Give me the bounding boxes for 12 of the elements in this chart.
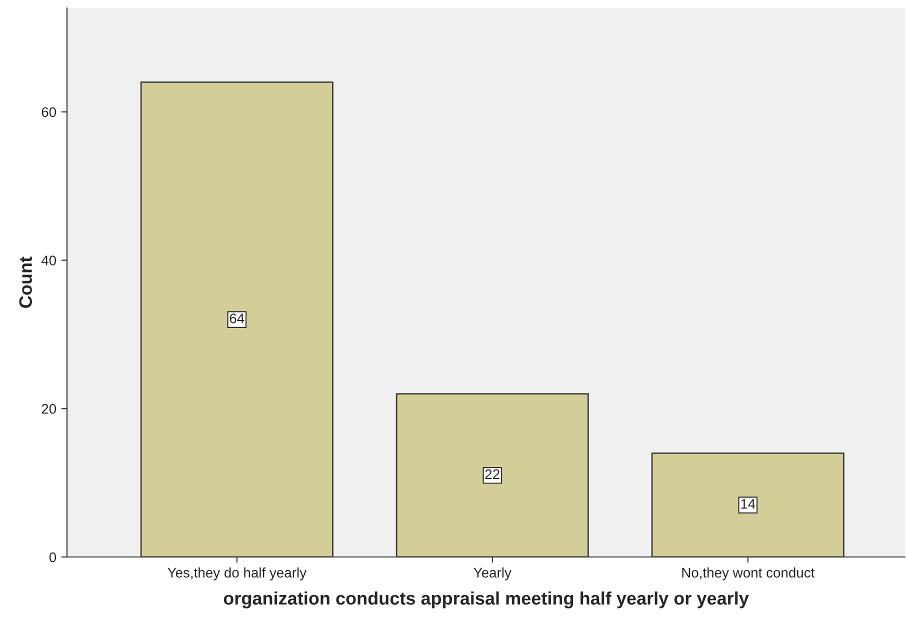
y-tick-label: 20	[42, 404, 56, 414]
data-label: 14	[741, 499, 756, 509]
x-tick-label: Yes,they do half yearly	[168, 567, 306, 580]
data-label: 64	[230, 313, 244, 324]
x-tick-label: Yearly	[474, 567, 512, 580]
x-tick-label: No,they wont conduct	[682, 567, 815, 580]
y-tick-label: 40	[41, 256, 56, 266]
y-tick-label: 60	[42, 107, 56, 118]
x-axis-title: organization conducts appraisal meeting half yearly or yearly	[224, 591, 749, 608]
y-axis-title: Count	[19, 256, 32, 308]
data-label: 22	[485, 469, 500, 479]
y-tick-label: 0	[49, 552, 56, 562]
